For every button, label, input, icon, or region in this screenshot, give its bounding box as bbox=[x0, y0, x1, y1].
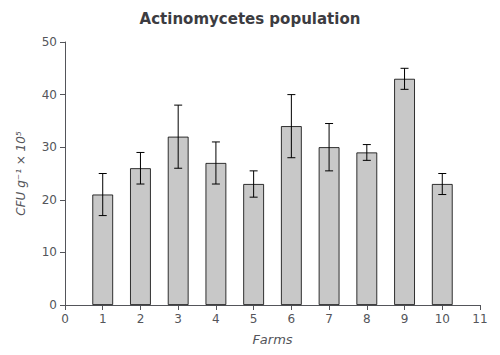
svg-text:11: 11 bbox=[472, 312, 487, 326]
svg-text:40: 40 bbox=[42, 88, 57, 102]
svg-text:Farms: Farms bbox=[252, 332, 292, 347]
svg-text:6: 6 bbox=[288, 312, 296, 326]
svg-text:30: 30 bbox=[42, 140, 57, 154]
svg-text:50: 50 bbox=[42, 35, 57, 49]
svg-text:1: 1 bbox=[99, 312, 107, 326]
svg-text:3: 3 bbox=[174, 312, 182, 326]
svg-text:5: 5 bbox=[250, 312, 258, 326]
svg-text:4: 4 bbox=[212, 312, 220, 326]
svg-text:9: 9 bbox=[401, 312, 409, 326]
svg-text:CFU g⁻¹ × 10⁵: CFU g⁻¹ × 10⁵ bbox=[14, 131, 28, 216]
svg-text:0: 0 bbox=[49, 298, 57, 312]
svg-text:Actinomycetes population: Actinomycetes population bbox=[140, 10, 361, 28]
svg-text:2: 2 bbox=[137, 312, 145, 326]
svg-text:8: 8 bbox=[363, 312, 371, 326]
svg-text:7: 7 bbox=[325, 312, 333, 326]
svg-text:10: 10 bbox=[435, 312, 450, 326]
svg-text:0: 0 bbox=[61, 312, 69, 326]
svg-text:20: 20 bbox=[42, 193, 57, 207]
svg-text:10: 10 bbox=[42, 245, 57, 259]
